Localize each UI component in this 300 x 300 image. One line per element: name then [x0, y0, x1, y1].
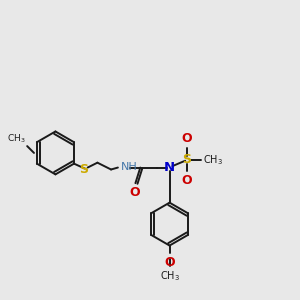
Text: CH$_3$: CH$_3$ — [160, 269, 180, 283]
Text: O: O — [182, 132, 192, 145]
Text: CH$_3$: CH$_3$ — [203, 153, 223, 166]
Text: CH$_3$: CH$_3$ — [7, 133, 26, 145]
Text: NH: NH — [121, 162, 138, 172]
Text: O: O — [182, 174, 192, 188]
Text: O: O — [164, 256, 175, 269]
Text: N: N — [164, 160, 175, 174]
Text: S: S — [183, 153, 192, 166]
Text: O: O — [129, 186, 140, 199]
Text: S: S — [79, 163, 88, 176]
